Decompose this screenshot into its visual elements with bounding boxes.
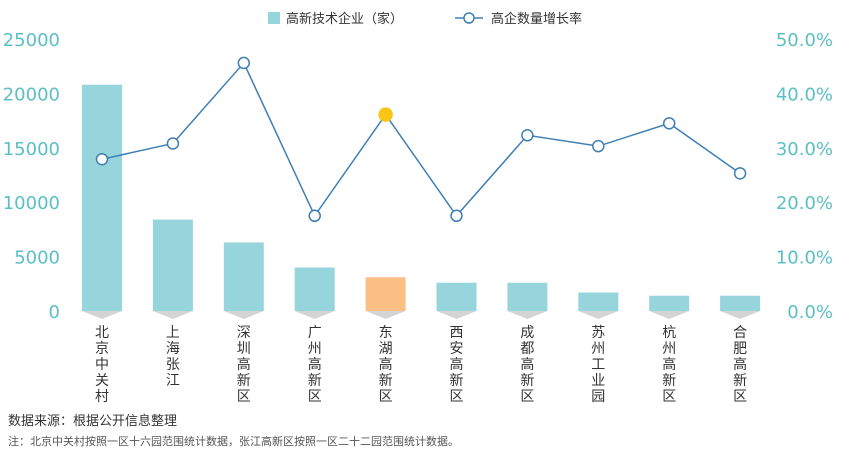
footnote: 注：北京中关村按照一区十六园范围统计数据，张江高新区按照一区二十二园范围统计数据… bbox=[8, 435, 459, 448]
line-point bbox=[733, 167, 747, 180]
x-tick-label-char: 京 bbox=[95, 341, 109, 357]
x-tick-label-char: 高 bbox=[379, 356, 393, 373]
line-point bbox=[521, 129, 534, 142]
x-tick-label-char: 业 bbox=[591, 373, 605, 389]
x-tick-label-char: 广 bbox=[308, 325, 322, 341]
chart: 高新技术企业（家） 高企数量增长率 0 5000 10000 15000 20000 2500… bbox=[3, 11, 833, 405]
bar bbox=[436, 282, 477, 311]
x-tick-label-char: 苏 bbox=[591, 325, 605, 341]
left-axis-tick: 15000 bbox=[3, 139, 60, 160]
x-tick-label-char: 江 bbox=[166, 373, 180, 389]
right-axis-tick: 40.0% bbox=[776, 84, 833, 105]
x-tick-label-char: 园 bbox=[591, 389, 605, 405]
bar-base-marker bbox=[365, 311, 406, 319]
x-tick-label-char: 新 bbox=[237, 373, 251, 389]
right-axis-tick: 50.0% bbox=[776, 30, 833, 51]
x-tick-label-char: 北 bbox=[95, 325, 109, 341]
line-point bbox=[662, 117, 676, 130]
left-axis-tick: 25000 bbox=[3, 30, 60, 51]
legend-bar-swatch bbox=[268, 12, 280, 24]
right-axis-tick: 10.0% bbox=[776, 248, 833, 269]
x-tick-label-char: 高 bbox=[450, 356, 464, 373]
line-point bbox=[592, 139, 605, 153]
x-tick-label-char: 高 bbox=[662, 356, 676, 373]
x-tick-label-char: 杭 bbox=[662, 325, 676, 341]
legend-line-label: 高企数量增长率 bbox=[491, 11, 582, 27]
left-axis-tick: 0 bbox=[49, 302, 60, 323]
x-tick-label-char: 工 bbox=[591, 357, 605, 373]
bar-base-marker bbox=[578, 311, 619, 319]
left-axis-tick: 20000 bbox=[3, 84, 60, 105]
x-tick-label-char: 海 bbox=[166, 341, 180, 357]
x-tick-label-char: 都 bbox=[520, 341, 534, 357]
bar bbox=[720, 295, 761, 311]
x-tick-label-char: 州 bbox=[591, 341, 605, 357]
bar-base-marker bbox=[223, 311, 264, 319]
x-tick-label-char: 西 bbox=[450, 325, 464, 341]
line-point bbox=[450, 209, 463, 223]
x-tick-label-char: 区 bbox=[450, 389, 464, 405]
right-axis-tick: 0.0% bbox=[787, 302, 833, 323]
bar-base-marker bbox=[436, 311, 477, 319]
legend-line-marker bbox=[463, 12, 475, 24]
x-tick-label-char: 新 bbox=[662, 373, 676, 389]
bar-base-marker bbox=[152, 311, 193, 319]
bar-base-marker bbox=[294, 311, 335, 319]
x-tick-label-char: 圳 bbox=[237, 341, 251, 357]
x-tick-label-char: 张 bbox=[166, 357, 180, 373]
left-axis-tick: 10000 bbox=[3, 193, 60, 214]
right-axis-tick: 30.0% bbox=[776, 139, 833, 160]
x-tick-label-char: 中 bbox=[95, 357, 109, 373]
x-tick-label-char: 安 bbox=[450, 341, 464, 357]
source-note: 数据来源：根据公开信息整理 bbox=[8, 414, 178, 429]
bar bbox=[294, 267, 335, 311]
bar bbox=[578, 292, 619, 311]
x-tick-label-char: 区 bbox=[379, 389, 393, 405]
x-tick-label-char: 新 bbox=[733, 373, 747, 389]
line-point bbox=[166, 137, 180, 150]
bar bbox=[152, 219, 193, 311]
left-axis-tick: 5000 bbox=[14, 248, 60, 269]
x-tick-label-char: 深 bbox=[237, 325, 251, 341]
x-tick-label-char: 村 bbox=[95, 389, 109, 405]
x-tick-label-char: 高 bbox=[520, 356, 534, 373]
x-tick-label-char: 高 bbox=[733, 356, 747, 373]
bar-base-marker bbox=[649, 311, 690, 319]
x-tick-label-char: 新 bbox=[450, 373, 464, 389]
legend-bar-label: 高新技术企业（家） bbox=[286, 11, 403, 27]
x-tick-label-char: 东 bbox=[379, 325, 393, 341]
x-tick-label-char: 高 bbox=[308, 356, 322, 373]
x-tick-label-char: 合 bbox=[733, 325, 747, 341]
x-tick-label-char: 新 bbox=[379, 373, 393, 389]
x-tick-label-char: 新 bbox=[520, 373, 534, 389]
x-tick-label-char: 肥 bbox=[733, 341, 747, 357]
x-tick-label-char: 区 bbox=[237, 389, 251, 405]
x-tick-label-char: 区 bbox=[308, 389, 322, 405]
x-tick-label-char: 区 bbox=[662, 389, 676, 405]
right-axis-tick: 20.0% bbox=[776, 193, 833, 214]
line-point bbox=[378, 107, 393, 122]
x-tick-label-char: 区 bbox=[520, 389, 534, 405]
x-tick-label-char: 新 bbox=[308, 373, 322, 389]
x-tick-label-char: 州 bbox=[662, 341, 676, 357]
x-tick-label-char: 高 bbox=[237, 356, 251, 373]
line-point bbox=[95, 152, 109, 166]
bar-base-marker bbox=[82, 311, 122, 319]
bar bbox=[507, 282, 548, 311]
line-series-path bbox=[101, 61, 741, 218]
line-point bbox=[237, 56, 251, 70]
line-point bbox=[308, 209, 321, 223]
bar bbox=[82, 84, 122, 311]
x-tick-label-char: 成 bbox=[520, 325, 534, 341]
bar-base-marker bbox=[507, 311, 548, 319]
x-tick-label-char: 上 bbox=[166, 325, 180, 341]
bar bbox=[223, 242, 264, 311]
bar bbox=[649, 295, 690, 311]
x-tick-label-char: 关 bbox=[95, 373, 109, 389]
bar bbox=[365, 277, 406, 311]
bar-base-marker bbox=[720, 311, 761, 319]
x-tick-label-char: 湖 bbox=[379, 341, 393, 357]
x-tick-label-char: 区 bbox=[733, 389, 747, 405]
x-tick-label-char: 州 bbox=[308, 341, 322, 357]
